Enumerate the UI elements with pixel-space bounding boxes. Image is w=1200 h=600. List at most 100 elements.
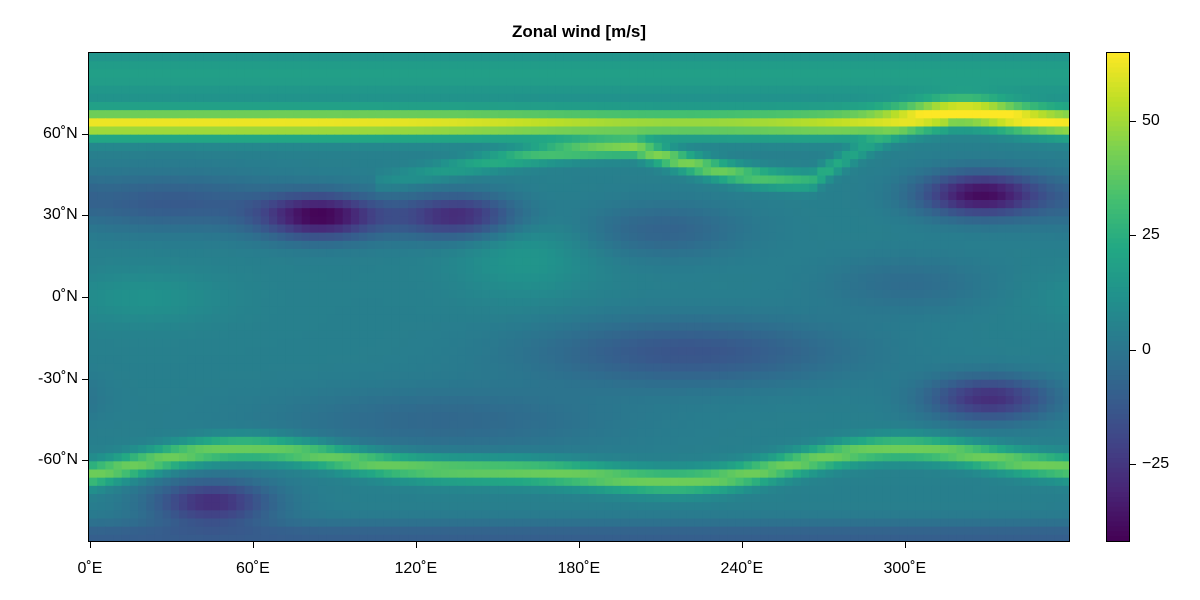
heatmap-cell bbox=[596, 167, 606, 177]
heatmap-cell bbox=[432, 134, 442, 144]
heatmap-cell bbox=[915, 61, 925, 70]
heatmap-cell bbox=[539, 289, 548, 299]
heatmap-cell bbox=[817, 330, 827, 340]
heatmap-cell bbox=[203, 118, 213, 128]
heatmap-cell bbox=[449, 314, 458, 324]
heatmap-cell bbox=[588, 167, 597, 177]
heatmap-cell bbox=[154, 387, 164, 397]
heatmap-cell bbox=[219, 387, 229, 397]
heatmap-cell bbox=[661, 61, 671, 70]
heatmap-cell bbox=[980, 53, 990, 62]
heatmap-cell bbox=[522, 281, 532, 291]
heatmap-cell bbox=[481, 257, 491, 266]
heatmap-cell bbox=[743, 102, 753, 111]
heatmap-cell bbox=[980, 191, 990, 201]
heatmap-cell bbox=[743, 240, 753, 250]
heatmap-cell bbox=[440, 142, 450, 152]
heatmap-cell bbox=[555, 355, 565, 364]
heatmap-cell bbox=[367, 224, 377, 234]
heatmap-cell bbox=[866, 85, 876, 95]
heatmap-cell bbox=[89, 298, 98, 307]
heatmap-cell bbox=[489, 191, 499, 201]
heatmap-cell bbox=[269, 249, 278, 258]
heatmap-cell bbox=[228, 306, 237, 315]
heatmap-cell bbox=[162, 273, 172, 283]
heatmap-cell bbox=[162, 183, 172, 193]
heatmap-cell bbox=[457, 224, 467, 234]
heatmap-cell bbox=[817, 306, 827, 315]
heatmap-cell bbox=[997, 208, 1007, 217]
heatmap-cell bbox=[301, 387, 311, 397]
heatmap-cell bbox=[792, 208, 802, 217]
heatmap-cell bbox=[195, 118, 205, 128]
heatmap-cell bbox=[727, 77, 737, 87]
heatmap-cell bbox=[1013, 257, 1023, 266]
heatmap-cell bbox=[580, 281, 589, 291]
heatmap-cell bbox=[931, 298, 941, 307]
heatmap-cell bbox=[408, 224, 417, 234]
heatmap-cell bbox=[596, 183, 606, 193]
heatmap-cell bbox=[146, 134, 156, 144]
heatmap-cell bbox=[326, 289, 336, 299]
heatmap-cell bbox=[1054, 355, 1064, 364]
heatmap-cell bbox=[1030, 224, 1039, 234]
heatmap-cell bbox=[154, 191, 164, 201]
heatmap-cell bbox=[138, 355, 147, 364]
heatmap-cell bbox=[309, 102, 319, 111]
heatmap-cell bbox=[539, 249, 548, 258]
heatmap-cell bbox=[399, 61, 409, 70]
heatmap-cell bbox=[1038, 306, 1048, 315]
heatmap-cell bbox=[203, 371, 213, 381]
heatmap-cell bbox=[850, 77, 859, 87]
heatmap-cell bbox=[318, 183, 327, 193]
heatmap-cell bbox=[367, 77, 377, 87]
heatmap-cell bbox=[719, 175, 728, 185]
heatmap-cell bbox=[776, 118, 786, 128]
heatmap-cell bbox=[203, 273, 213, 283]
heatmap-cell bbox=[113, 298, 123, 307]
heatmap-cell bbox=[841, 347, 851, 356]
heatmap-cell bbox=[645, 151, 655, 160]
heatmap-cell bbox=[931, 175, 941, 185]
heatmap-cell bbox=[841, 240, 851, 250]
heatmap-cell bbox=[686, 355, 696, 364]
heatmap-cell bbox=[481, 142, 491, 152]
heatmap-cell bbox=[498, 232, 507, 242]
heatmap-cell bbox=[964, 224, 974, 234]
heatmap-cell bbox=[882, 191, 892, 201]
heatmap-cell bbox=[858, 69, 868, 79]
heatmap-cell bbox=[923, 338, 933, 348]
heatmap-cell bbox=[440, 61, 450, 70]
heatmap-cell bbox=[228, 322, 237, 332]
heatmap-cell bbox=[645, 257, 655, 266]
heatmap-cell bbox=[776, 240, 786, 250]
heatmap-cell bbox=[907, 118, 917, 128]
heatmap-cell bbox=[800, 265, 810, 275]
heatmap-cell bbox=[972, 134, 982, 144]
heatmap-cell bbox=[154, 265, 164, 275]
heatmap-cell bbox=[113, 142, 123, 152]
heatmap-cell bbox=[465, 200, 475, 209]
heatmap-cell bbox=[1005, 306, 1015, 315]
heatmap-cell bbox=[874, 338, 884, 348]
heatmap-cell bbox=[293, 387, 303, 397]
heatmap-cell bbox=[670, 371, 679, 381]
heatmap-cell bbox=[269, 314, 278, 324]
heatmap-cell bbox=[555, 183, 565, 193]
heatmap-cell bbox=[416, 379, 426, 389]
heatmap-cell bbox=[375, 240, 385, 250]
heatmap-cell bbox=[449, 175, 458, 185]
heatmap-cell bbox=[596, 338, 606, 348]
heatmap-cell bbox=[702, 224, 712, 234]
heatmap-cell bbox=[1021, 363, 1031, 373]
heatmap-cell bbox=[678, 330, 687, 340]
heatmap-cell bbox=[964, 322, 974, 332]
heatmap-cell bbox=[678, 77, 687, 87]
heatmap-cell bbox=[416, 208, 426, 217]
heatmap-cell bbox=[964, 265, 974, 275]
heatmap-cell bbox=[154, 61, 164, 70]
heatmap-cell bbox=[678, 110, 687, 119]
heatmap-cell bbox=[359, 322, 368, 332]
heatmap-cell bbox=[547, 338, 557, 348]
heatmap-cell bbox=[760, 53, 769, 62]
